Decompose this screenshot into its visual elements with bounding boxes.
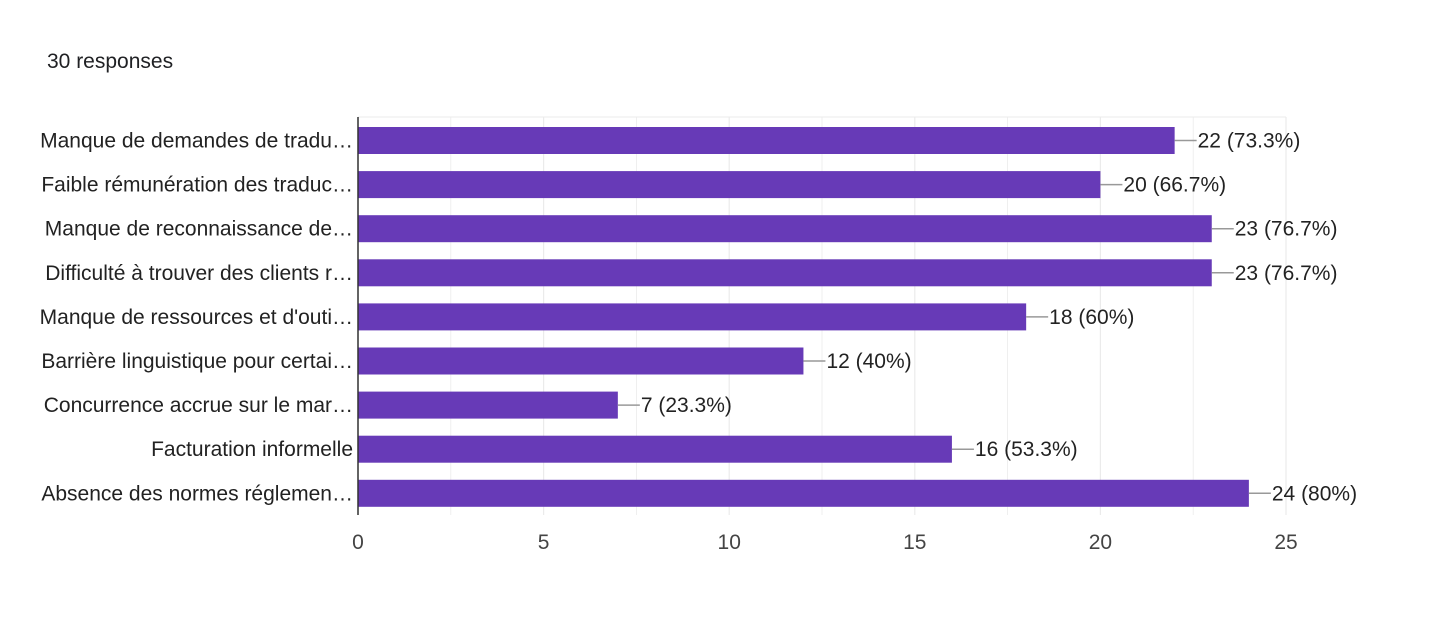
value-label: 20 (66.7%) [1123, 174, 1226, 197]
value-label: 23 (76.7%) [1235, 218, 1338, 241]
bar [358, 171, 1101, 199]
value-label: 23 (76.7%) [1235, 262, 1338, 285]
bars [358, 127, 1249, 507]
category-label: Absence des normes réglemen… [41, 482, 353, 505]
responses-count: 30 responses [47, 50, 174, 73]
value-label: 12 (40%) [826, 350, 911, 373]
category-label: Barrière linguistique pour certai… [41, 350, 353, 373]
category-label: Concurrence accrue sur le mar… [44, 394, 353, 417]
labels: 22 (73.3%) Manque de demandes de tradu… 20… [40, 130, 1357, 506]
bar [358, 391, 618, 419]
bar [358, 435, 952, 463]
category-label: Difficulté à trouver des clients r… [45, 262, 353, 285]
category-label: Manque de demandes de tradu… [40, 130, 353, 153]
bar [358, 479, 1249, 507]
value-label: 24 (80%) [1272, 482, 1357, 505]
bar [358, 127, 1175, 154]
value-label: 16 (53.3%) [975, 438, 1078, 461]
x-tick-label: 20 [1089, 531, 1112, 554]
category-label: Manque de reconnaissance de… [45, 218, 353, 241]
category-label: Facturation informelle [151, 438, 353, 461]
bar [358, 303, 1027, 331]
category-label: Manque de ressources et d'outi… [40, 306, 353, 329]
x-tick-label: 0 [352, 531, 364, 554]
value-label: 22 (73.3%) [1198, 130, 1301, 153]
bar [358, 347, 804, 375]
x-tick-label: 15 [903, 531, 926, 554]
axes: 0 5 10 15 20 25 [352, 117, 1298, 554]
value-label: 7 (23.3%) [641, 394, 732, 417]
category-label: Faible rémunération des traduc… [41, 174, 353, 197]
bar [358, 259, 1212, 287]
x-tick-label: 5 [538, 531, 550, 554]
x-tick-label: 25 [1274, 531, 1297, 554]
value-label: 18 (60%) [1049, 306, 1134, 329]
bar [358, 215, 1212, 243]
x-tick-label: 10 [718, 531, 741, 554]
